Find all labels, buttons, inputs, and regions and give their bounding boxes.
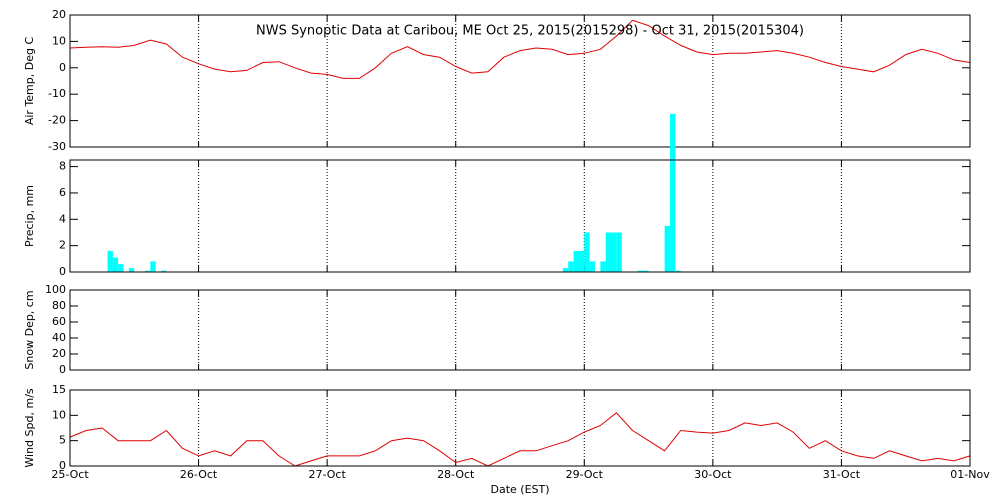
y-tick-label: 80 [52, 299, 66, 312]
y-axis-label: Air Temp, Deg C [23, 37, 36, 126]
chart-title: NWS Synoptic Data at Caribou, ME Oct 25,… [256, 24, 804, 39]
bar [573, 250, 579, 272]
bar [118, 264, 124, 272]
bar [144, 270, 151, 272]
line [69, 19, 971, 79]
y-tick-label: -20 [48, 114, 66, 127]
line [69, 412, 971, 467]
y-axis-label: Snow Dep, cm [23, 290, 36, 369]
y-tick-label: 10 [52, 34, 66, 47]
bar [584, 232, 590, 272]
bar [605, 232, 612, 272]
y-tick-label: 40 [52, 331, 66, 344]
panel-frame [69, 14, 971, 148]
y-tick-label: 10 [52, 408, 66, 421]
y-tick-label: 5 [59, 434, 66, 447]
bar [664, 225, 670, 272]
bar [643, 270, 649, 272]
panel-frame [69, 289, 971, 371]
bar [107, 250, 113, 272]
x-tick-label: 25-Oct [51, 468, 89, 481]
y-tick-label: 0 [59, 61, 66, 74]
bar [578, 250, 585, 272]
y-tick-label: 0 [59, 265, 66, 278]
bar [150, 261, 156, 272]
bar [600, 261, 606, 272]
y-tick-label: 2 [59, 239, 66, 252]
y-tick-label: 0 [59, 459, 66, 472]
bar [616, 232, 622, 272]
bar [128, 268, 135, 272]
bar [161, 270, 167, 272]
y-tick-label: 60 [52, 315, 66, 328]
bar [611, 232, 617, 272]
bar [112, 257, 119, 272]
x-tick-label: 30-Oct [694, 468, 732, 481]
y-tick-label: -30 [48, 140, 66, 153]
x-tick-label: 28-Oct [437, 468, 475, 481]
bar [675, 270, 681, 272]
bar [562, 268, 569, 272]
y-tick-label: 20 [52, 347, 66, 360]
x-tick-label: 29-Oct [566, 468, 604, 481]
x-tick-label: 01-Nov [950, 468, 990, 481]
y-tick-label: 15 [52, 383, 66, 396]
x-axis-label: Date (EST) [490, 483, 549, 496]
y-tick-label: 6 [59, 186, 66, 199]
y-axis-label: Precip, mm [23, 185, 36, 247]
y-tick-label: 4 [59, 212, 66, 225]
panel-frame [69, 159, 971, 273]
x-tick-label: 27-Oct [308, 468, 346, 481]
y-tick-label: 100 [45, 283, 66, 296]
bar [670, 113, 676, 272]
x-tick-label: 26-Oct [180, 468, 218, 481]
bar [589, 261, 596, 272]
y-axis-label: Wind Spd, m/s [23, 388, 36, 468]
x-tick-label: 31-Oct [823, 468, 861, 481]
bar [568, 261, 574, 272]
y-tick-label: 8 [59, 160, 66, 173]
panel-frame [69, 389, 971, 467]
y-tick-label: -10 [48, 87, 66, 100]
y-tick-label: 0 [59, 363, 66, 376]
y-tick-label: 20 [52, 8, 66, 21]
bar [637, 270, 644, 272]
